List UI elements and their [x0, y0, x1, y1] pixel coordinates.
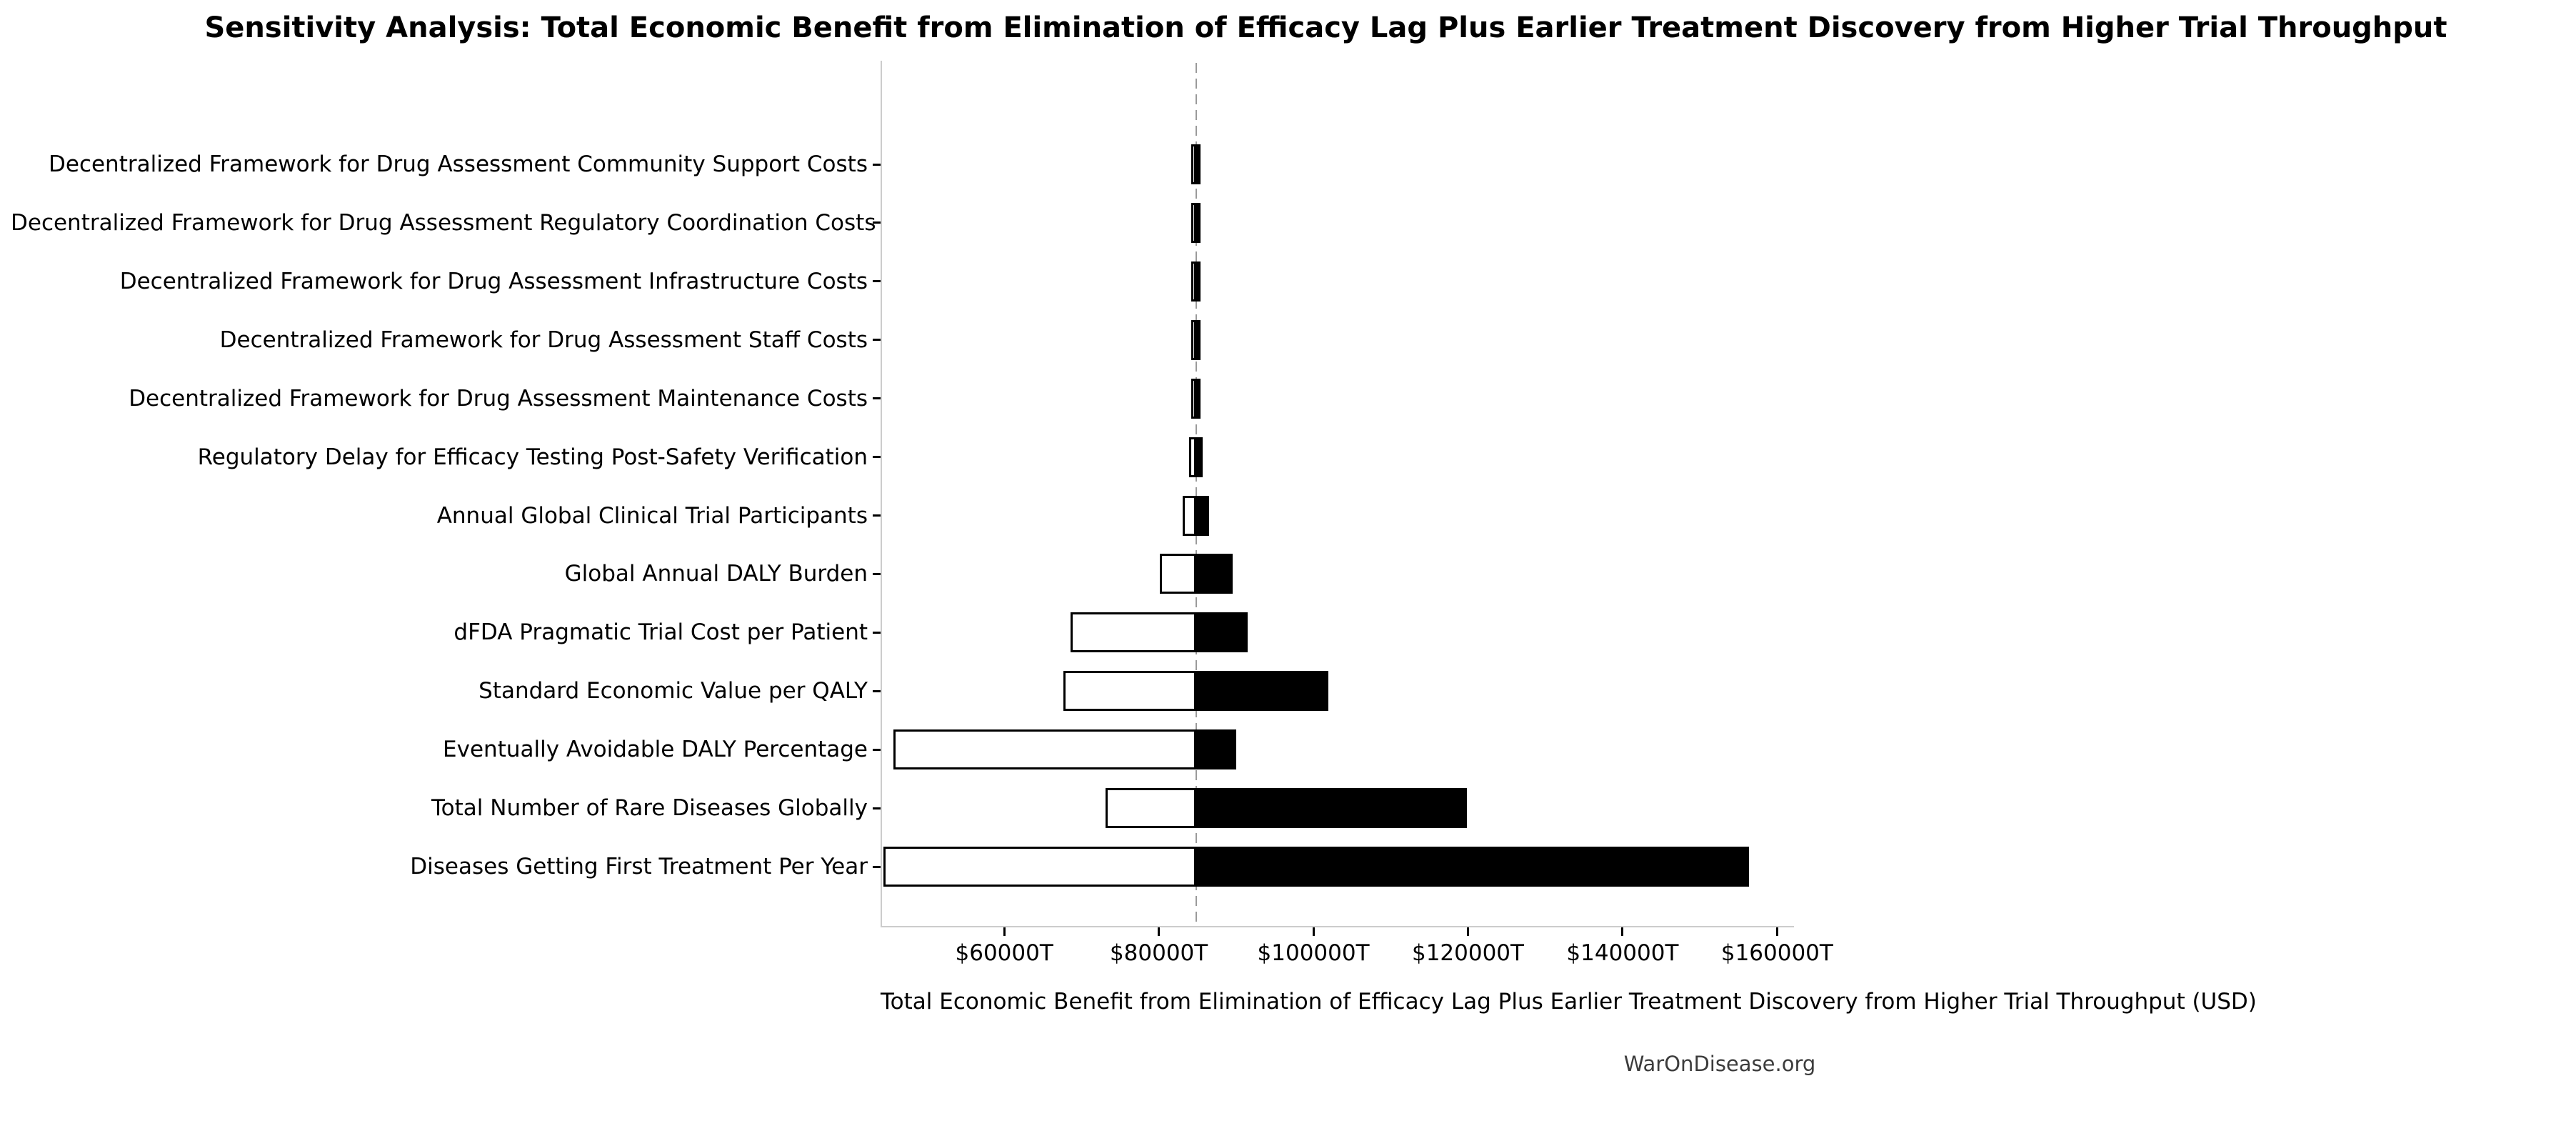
- watermark: WarOnDisease.org: [1623, 1052, 1816, 1076]
- y-axis-tick-mark: [873, 631, 881, 634]
- tornado-bar-low: [1105, 788, 1196, 829]
- y-axis-label: Standard Economic Value per QALY: [478, 678, 868, 704]
- y-axis-label: Decentralized Framework for Drug Assessm…: [129, 385, 868, 412]
- y-axis-label: Total Number of Rare Diseases Globally: [431, 795, 868, 822]
- tornado-bar-high: [1196, 495, 1209, 536]
- y-axis-tick-mark: [873, 514, 881, 517]
- y-axis-label: Decentralized Framework for Drug Assessm…: [119, 268, 868, 294]
- tornado-bar-high: [1196, 729, 1236, 770]
- y-axis-label: Regulatory Delay for Efficacy Testing Po…: [197, 444, 868, 470]
- y-axis-tick-mark: [873, 397, 881, 400]
- y-axis-label: Decentralized Framework for Drug Assessm…: [11, 209, 876, 236]
- y-axis-label: Annual Global Clinical Trial Participant…: [436, 502, 868, 529]
- y-axis-tick-mark: [873, 221, 881, 224]
- y-axis-tick-mark: [873, 163, 881, 166]
- tornado-bar-high: [1196, 671, 1328, 712]
- base-value-line: [1195, 63, 1197, 926]
- y-axis-tick-mark: [873, 339, 881, 342]
- y-axis-label: Diseases Getting First Treatment Per Yea…: [410, 854, 868, 880]
- x-axis-tick-mark: [1775, 927, 1778, 936]
- x-axis-spine: [881, 926, 1794, 927]
- x-axis-tick-mark: [1158, 927, 1161, 936]
- y-axis-tick-mark: [873, 280, 881, 283]
- tornado-bar-low: [1063, 671, 1196, 712]
- tornado-bar-high: [1196, 378, 1201, 419]
- y-axis-label: dFDA Pragmatic Trial Cost per Patient: [453, 619, 868, 646]
- tornado-bar-low: [1159, 554, 1196, 594]
- tornado-bar-high: [1196, 554, 1233, 594]
- tornado-bar-low: [1191, 144, 1196, 184]
- x-axis-tick-label: $120000T: [1411, 940, 1524, 966]
- y-axis-label: Decentralized Framework for Drug Assessm…: [219, 327, 868, 353]
- x-axis-tick-mark: [1466, 927, 1469, 936]
- x-axis-tick-mark: [1621, 927, 1624, 936]
- tornado-bar-low: [1191, 261, 1196, 302]
- x-axis-tick-label: $100000T: [1257, 940, 1370, 966]
- tornado-bar-high: [1196, 202, 1201, 243]
- x-axis-tick-label: $140000T: [1566, 940, 1679, 966]
- tornado-bar-high: [1196, 261, 1201, 302]
- y-axis-tick-mark: [873, 456, 881, 459]
- x-axis-tick-label: $160000T: [1720, 940, 1833, 966]
- tornado-bar-low: [1191, 202, 1196, 243]
- x-axis-tick-mark: [1003, 927, 1006, 936]
- y-axis-tick-mark: [873, 865, 881, 868]
- tornado-bar-high: [1196, 144, 1201, 184]
- tornado-bar-high: [1196, 612, 1248, 653]
- y-axis-spine: [881, 61, 882, 927]
- tornado-bar-low: [893, 729, 1196, 770]
- y-axis-label: Global Annual DALY Burden: [564, 561, 868, 587]
- tornado-bar-high: [1196, 319, 1201, 360]
- y-axis-label: Eventually Avoidable DALY Percentage: [443, 737, 868, 763]
- x-axis-tick-label: $80000T: [1109, 940, 1208, 966]
- y-axis-label: Decentralized Framework for Drug Assessm…: [49, 151, 868, 177]
- y-axis-tick-mark: [873, 572, 881, 575]
- x-axis-label: Total Economic Benefit from Elimination …: [881, 989, 2257, 1015]
- tornado-bar-low: [1071, 612, 1196, 653]
- y-axis-tick-mark: [873, 748, 881, 751]
- tornado-bar-high: [1196, 847, 1750, 887]
- x-axis-tick-label: $60000T: [955, 940, 1053, 966]
- y-axis-tick-mark: [873, 807, 881, 809]
- tornado-bar-low: [883, 847, 1196, 887]
- x-axis-tick-mark: [1312, 927, 1315, 936]
- tornado-bar-low: [1191, 319, 1196, 360]
- y-axis-tick-mark: [873, 689, 881, 692]
- chart-title: Sensitivity Analysis: Total Economic Ben…: [204, 11, 2447, 44]
- tornado-bar-high: [1196, 437, 1203, 477]
- tornado-bar-low: [1183, 495, 1196, 536]
- tornado-bar-low: [1191, 378, 1196, 419]
- tornado-bar-high: [1196, 788, 1468, 829]
- tornado-bar-low: [1188, 437, 1196, 477]
